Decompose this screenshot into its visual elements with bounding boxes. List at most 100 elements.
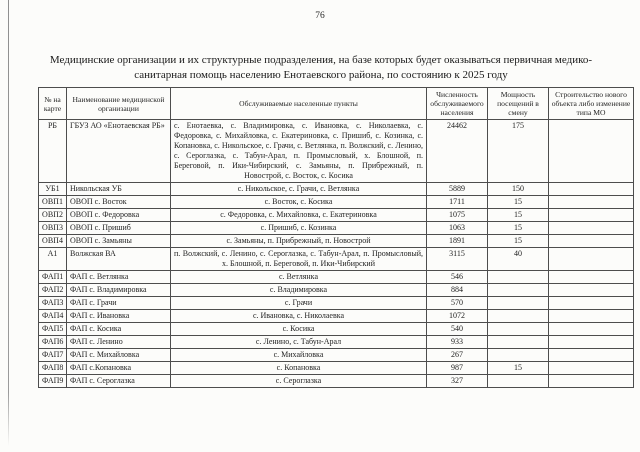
cell-population: 5889 bbox=[426, 182, 488, 196]
cell-localities: с. Владимировка bbox=[170, 283, 427, 297]
cell-org-name: ОВОП с. Восток bbox=[66, 195, 171, 209]
cell-org-name: ОВОП с. Пришиб bbox=[66, 221, 171, 235]
cell-org-name: ФАП с. Сероглазка bbox=[66, 374, 171, 388]
cell-org-name: ФАП с.Копановка bbox=[66, 361, 171, 375]
cell-localities: с. Пришиб, с. Козинка bbox=[170, 221, 427, 235]
cell-capacity: 15 bbox=[487, 361, 549, 375]
cell-construction bbox=[548, 221, 634, 235]
cell-localities: п. Волжский, с. Ленино, с. Сероглазка, с… bbox=[170, 247, 427, 271]
header-map-id: № на карте bbox=[38, 87, 67, 120]
cell-construction bbox=[548, 296, 634, 310]
table-header-row: № на карте Наименование медицинской орга… bbox=[38, 87, 634, 120]
table-row: ФАП9 ФАП с. Сероглазка с. Сероглазка 327 bbox=[38, 374, 634, 388]
cell-population: 267 bbox=[426, 348, 488, 362]
cell-org-name: ФАП с. Грачи bbox=[66, 296, 171, 310]
scan-edge-line bbox=[8, 0, 9, 446]
cell-map-id: ОВП1 bbox=[38, 195, 67, 209]
table-row: УБ1 Никольская УБ с. Никольское, с. Грачи,… bbox=[38, 182, 634, 196]
header-org-name: Наименование медицинской организации bbox=[66, 87, 171, 120]
cell-construction bbox=[548, 182, 634, 196]
cell-population: 1891 bbox=[426, 234, 488, 248]
cell-org-name: ФАП с. Михайловка bbox=[66, 348, 171, 362]
page-number: 76 bbox=[315, 11, 325, 21]
table-row: А1 Волжская ВА п. Волжский, с. Ленино, с. … bbox=[38, 247, 634, 271]
header-capacity: Мощность посещений в смену bbox=[487, 87, 549, 120]
cell-population: 540 bbox=[426, 322, 488, 336]
cell-population: 24462 bbox=[426, 119, 488, 183]
cell-map-id: ФАП4 bbox=[38, 309, 67, 323]
cell-capacity bbox=[487, 348, 549, 362]
cell-localities: с. Ленино, с. Табун-Арал bbox=[170, 335, 427, 349]
cell-map-id: ОВП2 bbox=[38, 208, 67, 222]
table-row: ФАП5 ФАП с. Косика с. Косика 540 bbox=[38, 322, 634, 336]
cell-population: 570 bbox=[426, 296, 488, 310]
header-construction: Строительство нового объекта либо измене… bbox=[548, 87, 634, 120]
cell-localities: с. Грачи bbox=[170, 296, 427, 310]
cell-map-id: А1 bbox=[38, 247, 67, 271]
cell-capacity: 40 bbox=[487, 247, 549, 271]
cell-localities: с. Копановка bbox=[170, 361, 427, 375]
cell-map-id: ФАП2 bbox=[38, 283, 67, 297]
cell-map-id: РБ bbox=[38, 119, 67, 183]
cell-capacity: 150 bbox=[487, 182, 549, 196]
cell-construction bbox=[548, 322, 634, 336]
cell-capacity bbox=[487, 283, 549, 297]
cell-construction bbox=[548, 283, 634, 297]
cell-construction bbox=[548, 247, 634, 271]
cell-population: 1063 bbox=[426, 221, 488, 235]
cell-org-name: ФАП с. Ветлянка bbox=[66, 270, 171, 284]
cell-org-name: ФАП с. Ленино bbox=[66, 335, 171, 349]
cell-construction bbox=[548, 208, 634, 222]
header-localities: Обслуживаемые населенные пункты bbox=[170, 87, 427, 120]
table-row: ФАП7 ФАП с. Михайловка с. Михайловка 267 bbox=[38, 348, 634, 362]
cell-construction bbox=[548, 348, 634, 362]
table-row: ФАП3 ФАП с. Грачи с. Грачи 570 bbox=[38, 296, 634, 310]
cell-construction bbox=[548, 234, 634, 248]
cell-localities: с. Косика bbox=[170, 322, 427, 336]
cell-map-id: ФАП8 bbox=[38, 361, 67, 375]
cell-capacity bbox=[487, 296, 549, 310]
cell-localities: с. Никольское, с. Грачи, с. Ветлянка bbox=[170, 182, 427, 196]
table-row: ОВП4 ОВОП с. Замьяны с. Замьяны, п. Прибре… bbox=[38, 234, 634, 248]
cell-org-name: ФАП с. Владимировка bbox=[66, 283, 171, 297]
cell-localities: с. Сероглазка bbox=[170, 374, 427, 388]
cell-map-id: ОВП4 bbox=[38, 234, 67, 248]
cell-population: 987 bbox=[426, 361, 488, 375]
table-row: ФАП2 ФАП с. Владимировка с. Владимировка 88… bbox=[38, 283, 634, 297]
cell-localities: с. Федоровка, с. Михайловка, с. Екатерин… bbox=[170, 208, 427, 222]
table-row: ОВП3 ОВОП с. Пришиб с. Пришиб, с. Козинка 1… bbox=[38, 221, 634, 235]
table-row: ФАП1 ФАП с. Ветлянка с. Ветлянка 546 bbox=[38, 270, 634, 284]
cell-population: 1711 bbox=[426, 195, 488, 209]
cell-map-id: ФАП7 bbox=[38, 348, 67, 362]
cell-org-name: Никольская УБ bbox=[66, 182, 171, 196]
cell-population: 1072 bbox=[426, 309, 488, 323]
cell-org-name: ФАП с. Ивановка bbox=[66, 309, 171, 323]
cell-org-name: ФАП с. Косика bbox=[66, 322, 171, 336]
cell-localities: с. Замьяны, п. Прибрежный, п. Новострой bbox=[170, 234, 427, 248]
table-row: ОВП1 ОВОП с. Восток с. Восток, с. Косика 17… bbox=[38, 195, 634, 209]
header-population: Численность обслуживаемого населения bbox=[426, 87, 488, 120]
cell-capacity: 15 bbox=[487, 195, 549, 209]
table-row: ФАП8 ФАП с.Копановка с. Копановка 987 15 bbox=[38, 361, 634, 375]
cell-construction bbox=[548, 374, 634, 388]
table-row: РБ ГБУЗ АО «Енотаевская РБ» с. Енотаевка, … bbox=[38, 119, 634, 183]
cell-construction bbox=[548, 361, 634, 375]
cell-capacity bbox=[487, 335, 549, 349]
cell-capacity bbox=[487, 309, 549, 323]
cell-localities: с. Михайловка bbox=[170, 348, 427, 362]
cell-org-name: Волжская ВА bbox=[66, 247, 171, 271]
medical-organizations-table: № на карте Наименование медицинской орга… bbox=[38, 87, 634, 388]
cell-map-id: ФАП1 bbox=[38, 270, 67, 284]
cell-capacity: 175 bbox=[487, 119, 549, 183]
cell-org-name: ОВОП с. Замьяны bbox=[66, 234, 171, 248]
cell-capacity: 15 bbox=[487, 234, 549, 248]
cell-population: 327 bbox=[426, 374, 488, 388]
cell-construction bbox=[548, 309, 634, 323]
cell-map-id: ОВП3 bbox=[38, 221, 67, 235]
cell-capacity: 15 bbox=[487, 221, 549, 235]
cell-population: 933 bbox=[426, 335, 488, 349]
cell-localities: с. Ивановка, с. Николаевка bbox=[170, 309, 427, 323]
cell-org-name: ГБУЗ АО «Енотаевская РБ» bbox=[66, 119, 171, 183]
cell-capacity bbox=[487, 322, 549, 336]
cell-map-id: ФАП9 bbox=[38, 374, 67, 388]
